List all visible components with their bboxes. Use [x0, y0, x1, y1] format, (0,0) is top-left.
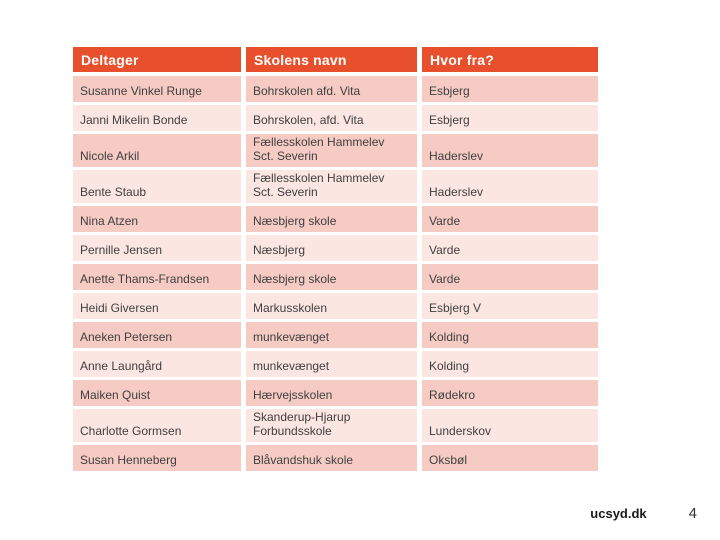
cell-skolens-navn: Blåvandshuk skole	[246, 445, 417, 471]
cell-hvor-fra: Esbjerg V	[422, 293, 598, 319]
footer-site-text: ucsyd.dk	[590, 506, 647, 521]
table-header-skolens-navn: Skolens navn	[246, 47, 417, 72]
cell-deltager: Janni Mikelin Bonde	[73, 105, 241, 131]
cell-deltager: Anne Laungård	[73, 351, 241, 377]
cell-deltager: Maiken Quist	[73, 380, 241, 406]
cell-deltager: Nicole Arkil	[73, 134, 241, 167]
cell-skolens-navn: Bohrskolen afd. Vita	[246, 76, 417, 102]
cell-deltager: Bente Staub	[73, 170, 241, 203]
cell-skolens-navn: Bohrskolen, afd. Vita	[246, 105, 417, 131]
cell-hvor-fra: Haderslev	[422, 134, 598, 167]
page-number: 4	[688, 505, 697, 522]
cell-skolens-navn: Fællesskolen Hammelev Sct. Severin	[246, 134, 417, 167]
participants-table: Deltager Skolens navn Hvor fra? Susanne …	[73, 47, 598, 474]
cell-skolens-navn: munkevænget	[246, 322, 417, 348]
table-row: Nicole Arkil Fællesskolen Hammelev Sct. …	[73, 134, 598, 167]
cell-deltager: Susan Henneberg	[73, 445, 241, 471]
cell-hvor-fra: Kolding	[422, 351, 598, 377]
cell-hvor-fra: Haderslev	[422, 170, 598, 203]
table-row: Aneken Petersen munkevænget Kolding	[73, 322, 598, 348]
slide-footer: ucsyd.dk 4	[590, 505, 697, 522]
table-header-hvor-fra: Hvor fra?	[422, 47, 598, 72]
cell-deltager: Anette Thams-Frandsen	[73, 264, 241, 290]
cell-hvor-fra: Esbjerg	[422, 76, 598, 102]
cell-skolens-navn: Skanderup-Hjarup Forbundsskole	[246, 409, 417, 442]
cell-skolens-navn: Fællesskolen Hammelev Sct. Severin	[246, 170, 417, 203]
table-header-deltager: Deltager	[73, 47, 241, 72]
table-row: Susanne Vinkel Runge Bohrskolen afd. Vit…	[73, 76, 598, 102]
table-row: Susan Henneberg Blåvandshuk skole Oksbøl	[73, 445, 598, 471]
cell-deltager: Pernille Jensen	[73, 235, 241, 261]
cell-hvor-fra: Lunderskov	[422, 409, 598, 442]
cell-hvor-fra: Varde	[422, 264, 598, 290]
table-row: Pernille Jensen Næsbjerg Varde	[73, 235, 598, 261]
cell-hvor-fra: Esbjerg	[422, 105, 598, 131]
table-row: Anette Thams-Frandsen Næsbjerg skole Var…	[73, 264, 598, 290]
cell-skolens-navn: Hærvejsskolen	[246, 380, 417, 406]
cell-hvor-fra: Oksbøl	[422, 445, 598, 471]
cell-skolens-navn: Markusskolen	[246, 293, 417, 319]
table-row: Bente Staub Fællesskolen Hammelev Sct. S…	[73, 170, 598, 203]
cell-skolens-navn: Næsbjerg skole	[246, 206, 417, 232]
table-row: Anne Laungård munkevænget Kolding	[73, 351, 598, 377]
cell-skolens-navn: Næsbjerg	[246, 235, 417, 261]
table-row: Maiken Quist Hærvejsskolen Rødekro	[73, 380, 598, 406]
cell-deltager: Nina Atzen	[73, 206, 241, 232]
cell-deltager: Charlotte Gormsen	[73, 409, 241, 442]
cell-hvor-fra: Varde	[422, 206, 598, 232]
cell-deltager: Susanne Vinkel Runge	[73, 76, 241, 102]
cell-skolens-navn: munkevænget	[246, 351, 417, 377]
table-row: Janni Mikelin Bonde Bohrskolen, afd. Vit…	[73, 105, 598, 131]
cell-hvor-fra: Kolding	[422, 322, 598, 348]
cell-hvor-fra: Varde	[422, 235, 598, 261]
table-body: Susanne Vinkel Runge Bohrskolen afd. Vit…	[73, 76, 598, 474]
table-row: Nina Atzen Næsbjerg skole Varde	[73, 206, 598, 232]
table-row: Charlotte Gormsen Skanderup-Hjarup Forbu…	[73, 409, 598, 442]
table-header-row: Deltager Skolens navn Hvor fra?	[73, 47, 598, 72]
cell-deltager: Aneken Petersen	[73, 322, 241, 348]
table-row: Heidi Giversen Markusskolen Esbjerg V	[73, 293, 598, 319]
cell-skolens-navn: Næsbjerg skole	[246, 264, 417, 290]
cell-hvor-fra: Rødekro	[422, 380, 598, 406]
cell-deltager: Heidi Giversen	[73, 293, 241, 319]
